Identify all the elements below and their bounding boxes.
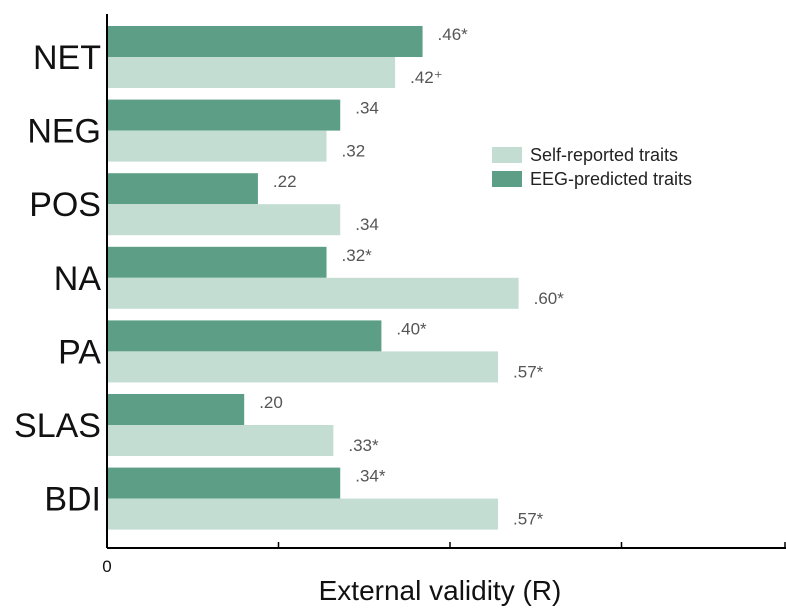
bar-slas-eeg — [107, 394, 245, 425]
data-label-bdi-self: .57* — [513, 510, 544, 529]
category-label-bdi: BDI — [44, 481, 101, 519]
category-label-neg: NEG — [27, 113, 101, 151]
data-label-pos-eeg: .22 — [273, 172, 297, 191]
category-label-slas: SLAS — [14, 407, 101, 445]
bar-neg-eeg — [107, 99, 341, 131]
category-label-pos: POS — [29, 186, 101, 224]
bar-neg-self — [107, 130, 327, 162]
data-labels: .46* .42⁺ .34 .32 .22 .34 .32* .60* .40* .57* .20.… — [259, 25, 564, 529]
data-label-na-self: .60* — [534, 289, 565, 308]
bar-bdi-eeg — [107, 467, 341, 499]
legend-label-self: Self-reported traits — [530, 145, 678, 165]
bars-group — [107, 26, 519, 530]
bar-pa-eeg — [107, 320, 382, 352]
bar-na-self — [107, 277, 519, 309]
legend: Self-reported traits EEG-predicted traits — [492, 145, 692, 189]
bar-pos-self — [107, 204, 341, 236]
bar-pa-self — [107, 351, 499, 383]
bar-na-eeg — [107, 246, 327, 278]
data-label-net-self: .42⁺ — [410, 68, 443, 87]
bar-net-self — [107, 57, 396, 88]
data-label-na-eeg: .32* — [342, 246, 373, 265]
legend-swatch-eeg — [492, 171, 522, 187]
legend-label-eeg: EEG-predicted traits — [530, 169, 692, 189]
bar-bdi-self — [107, 498, 499, 530]
bar-pos-eeg — [107, 173, 258, 205]
x-axis-label: External validity (R) — [319, 575, 562, 606]
data-label-slas-self: .33* — [348, 436, 379, 455]
x-tick-label: 0 — [102, 557, 111, 576]
data-label-slas-eeg: .20 — [259, 393, 283, 412]
category-labels: NET NEG POS NA PA SLAS BDI — [14, 39, 101, 519]
category-label-na: NA — [54, 260, 102, 298]
data-label-pos-self: .34 — [355, 215, 379, 234]
bar-net-eeg — [107, 26, 423, 57]
data-label-neg-self: .32 — [342, 142, 366, 161]
category-label-pa: PA — [58, 333, 101, 371]
data-label-pa-self: .57* — [513, 362, 544, 381]
category-label-net: NET — [33, 39, 101, 77]
axes — [106, 14, 786, 549]
x-ticks: 0 — [102, 542, 786, 576]
data-label-bdi-eeg: .34* — [355, 467, 386, 486]
data-label-pa-eeg: .40* — [396, 319, 427, 338]
legend-swatch-self — [492, 147, 522, 163]
data-label-net-eeg: .46* — [438, 25, 469, 44]
data-label-neg-eeg: .34 — [355, 99, 379, 118]
bar-slas-self — [107, 425, 334, 456]
